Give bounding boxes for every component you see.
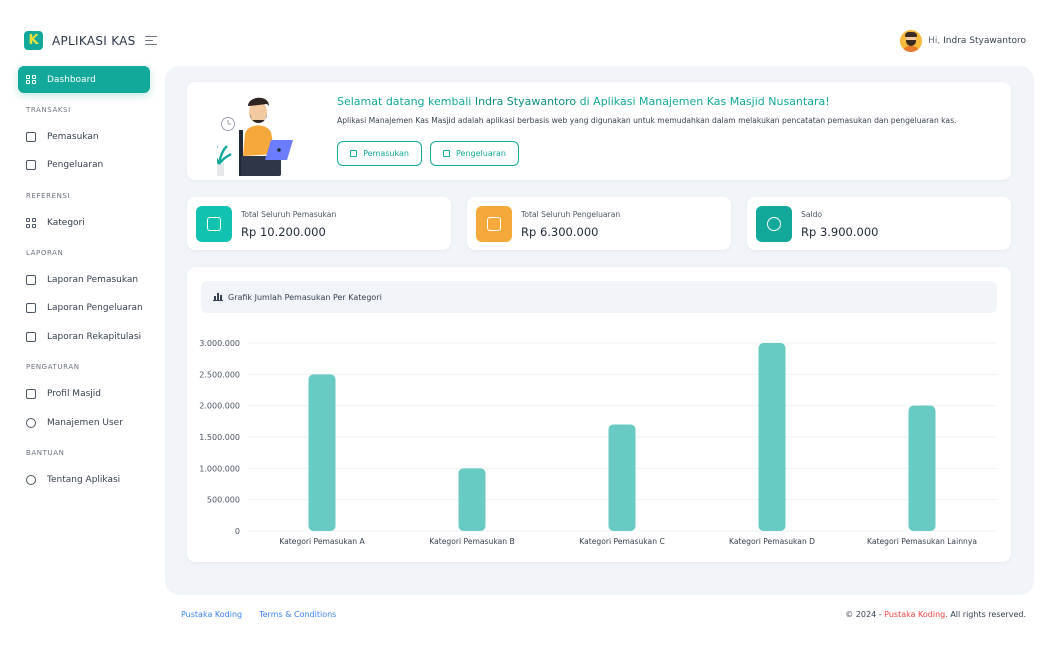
report-income-icon (26, 275, 36, 285)
section-title-pengaturan: PENGATURAN (26, 363, 80, 371)
chart-bar[interactable] (758, 343, 786, 531)
report-expense-icon (26, 303, 36, 313)
stat-value: Rp 3.900.000 (801, 225, 879, 239)
sidebar-item-label: Profil Masjid (47, 389, 101, 399)
sidebar-item-label: Pemasukan (47, 132, 99, 142)
chart-bar[interactable] (908, 405, 936, 531)
section-title-transaksi: TRANSAKSI (26, 106, 71, 114)
app-name: APLIKASI KAS (52, 33, 136, 48)
chart-header: Grafik Jumlah Pemasukan Per Kategori (201, 281, 997, 313)
app-logo-icon: K (24, 31, 43, 50)
sidebar-item-label: Laporan Pengeluaran (47, 303, 143, 313)
welcome-illustration (217, 97, 293, 176)
chart-card: Grafik Jumlah Pemasukan Per Kategori 0 50… (187, 267, 1011, 562)
pengeluaran-button-label: Pengeluaran (456, 149, 506, 158)
y-tick-label: 3.000.000 (199, 339, 240, 348)
bar-chart-icon (213, 293, 223, 301)
chart-bar[interactable] (308, 374, 336, 531)
chart-bar[interactable] (608, 424, 636, 531)
sidebar-item-label: Laporan Rekapitulasi (47, 332, 142, 342)
pengeluaran-button[interactable]: Pengeluaran (430, 141, 519, 166)
expense-icon (26, 160, 36, 170)
report-recap-icon (26, 332, 36, 342)
sidebar-item-label: Laporan Pemasukan (47, 275, 139, 285)
sidebar: Dashboard TRANSAKSI Pemasukan Pengeluara… (18, 66, 150, 485)
pemasukan-button-label: Pemasukan (363, 149, 409, 158)
sidebar-item-kategori[interactable]: Kategori (18, 212, 150, 234)
sidebar-item-pemasukan[interactable]: Pemasukan (18, 126, 150, 148)
section-title-referensi: REFERENSI (26, 192, 71, 200)
dashboard-icon (26, 74, 36, 85)
sidebar-item-pengeluaran[interactable]: Pengeluaran (18, 154, 150, 176)
stat-card-pengeluaran: Total Seluruh Pengeluaran Rp 6.300.000 (467, 197, 731, 250)
sidebar-item-laporan-pemasukan[interactable]: Laporan Pemasukan (18, 269, 150, 291)
stat-value: Rp 6.300.000 (521, 225, 599, 239)
copyright-brand-link[interactable]: Pustaka Koding. (884, 610, 948, 619)
y-tick-label: 2.000.000 (199, 402, 240, 411)
y-tick-label: 0 (235, 527, 240, 536)
y-tick-label: 500.000 (207, 496, 240, 505)
x-tick-label: Kategori Pemasukan A (279, 537, 365, 546)
expense-box-icon (476, 206, 512, 242)
sidebar-item-label: Manajemen User (47, 418, 123, 428)
mosque-icon (26, 389, 36, 399)
stat-value: Rp 10.200.000 (241, 225, 326, 239)
income-box-icon (196, 206, 232, 242)
stat-label: Total Seluruh Pengeluaran (521, 210, 621, 219)
sidebar-item-dashboard[interactable]: Dashboard (18, 66, 150, 93)
income-icon (26, 132, 36, 142)
sidebar-item-laporan-pengeluaran[interactable]: Laporan Pengeluaran (18, 297, 150, 319)
expense-icon (443, 150, 450, 157)
welcome-title: Selamat datang kembali Indra Styawantoro… (337, 95, 830, 108)
sidebar-item-label: Tentang Aplikasi (47, 475, 121, 485)
sidebar-item-tentang-aplikasi[interactable]: Tentang Aplikasi (18, 469, 150, 491)
stat-label: Saldo (801, 210, 823, 219)
stat-card-saldo: Saldo Rp 3.900.000 (747, 197, 1011, 250)
stat-label: Total Seluruh Pemasukan (241, 210, 337, 219)
info-icon (26, 475, 36, 485)
sidebar-item-manajemen-user[interactable]: Manajemen User (18, 412, 150, 434)
footer-link-pustaka-koding[interactable]: Pustaka Koding (181, 610, 243, 619)
sidebar-item-label: Kategori (47, 218, 85, 228)
y-tick-label: 2.500.000 (199, 370, 240, 379)
user-icon (26, 418, 36, 428)
x-tick-label: Kategori Pemasukan Lainnya (867, 537, 977, 546)
user-menu[interactable]: Hi, Indra Styawantoro (900, 30, 1026, 52)
footer-links: Pustaka Koding Terms & Conditions (181, 610, 336, 619)
copyright-suffix: All rights reserved. (950, 610, 1026, 619)
welcome-card: Selamat datang kembali Indra Styawantoro… (187, 82, 1011, 180)
brand: K APLIKASI KAS (24, 31, 157, 50)
y-tick-label: 1.000.000 (199, 464, 240, 473)
menu-toggle-icon[interactable] (144, 35, 157, 46)
greeting-prefix: Hi, (928, 36, 941, 46)
avatar (900, 30, 923, 52)
income-icon (350, 150, 358, 157)
y-tick-label: 1.500.000 (199, 433, 240, 442)
user-name: Indra Styawantoro (943, 36, 1026, 46)
chart-title: Grafik Jumlah Pemasukan Per Kategori (228, 292, 382, 302)
pemasukan-button[interactable]: Pemasukan (337, 141, 422, 166)
user-greeting: Hi, Indra Styawantoro (928, 36, 1026, 46)
x-tick-label: Kategori Pemasukan C (579, 537, 665, 546)
bar-chart: 0 500.000 1.000.000 1.500.000 2.000.000 2.500… (199, 339, 997, 546)
chart-bar[interactable] (458, 468, 486, 531)
section-title-bantuan: BANTUAN (26, 449, 65, 457)
section-title-laporan: LAPORAN (26, 249, 64, 257)
sidebar-item-laporan-rekapitulasi[interactable]: Laporan Rekapitulasi (18, 326, 150, 348)
copyright-prefix: © 2024 - (845, 610, 882, 619)
footer-link-terms[interactable]: Terms & Conditions (259, 610, 337, 619)
x-tick-label: Kategori Pemasukan D (729, 537, 815, 546)
copyright: © 2024 - Pustaka Koding. All rights rese… (845, 610, 1026, 619)
stat-card-pemasukan: Total Seluruh Pemasukan Rp 10.200.000 (187, 197, 451, 250)
welcome-description: Aplikasi Manajemen Kas Masjid adalah apl… (337, 116, 957, 125)
sidebar-item-profil-masjid[interactable]: Profil Masjid (18, 383, 150, 405)
main-content: Selamat datang kembali Indra Styawantoro… (165, 66, 1034, 595)
sidebar-item-label: Dashboard (47, 74, 96, 85)
x-tick-label: Kategori Pemasukan B (429, 537, 514, 546)
category-icon (26, 218, 36, 228)
balance-icon (756, 206, 792, 242)
sidebar-item-label: Pengeluaran (47, 160, 104, 170)
